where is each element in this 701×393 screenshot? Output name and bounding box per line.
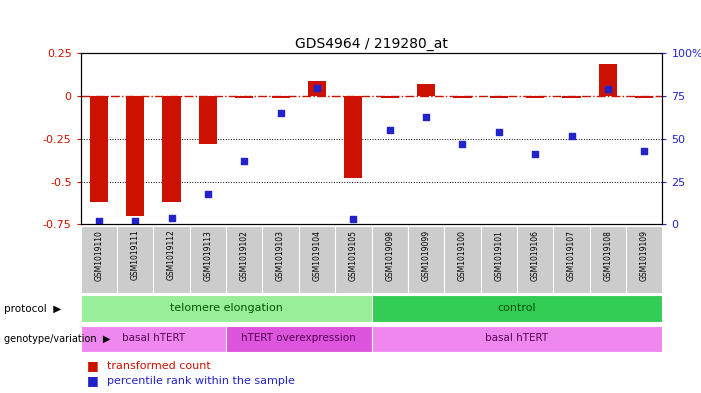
Bar (299, 226, 335, 293)
Bar (417, 84, 435, 96)
Text: protocol  ▶: protocol ▶ (4, 304, 61, 314)
Title: GDS4964 / 219280_at: GDS4964 / 219280_at (295, 37, 448, 51)
Bar (372, 326, 662, 352)
Text: control: control (498, 303, 536, 313)
Text: telomere elongation: telomere elongation (170, 303, 283, 313)
Bar (335, 226, 372, 293)
Text: hTERT overexpression: hTERT overexpression (241, 333, 356, 343)
Text: GSM1019099: GSM1019099 (421, 230, 430, 281)
Bar (590, 226, 626, 293)
Text: GSM1019110: GSM1019110 (95, 230, 103, 281)
Text: ■: ■ (86, 374, 98, 387)
Point (93, 218, 104, 224)
Bar (454, 96, 472, 98)
Text: GSM1019098: GSM1019098 (386, 230, 394, 281)
Bar (308, 81, 326, 96)
Text: GSM1019112: GSM1019112 (167, 230, 176, 281)
Bar (408, 226, 444, 293)
Text: GSM1019108: GSM1019108 (604, 230, 613, 281)
Bar (271, 96, 290, 98)
Bar (154, 226, 190, 293)
Text: basal hTERT: basal hTERT (122, 333, 185, 343)
Bar (81, 326, 226, 352)
Bar (562, 96, 580, 98)
Text: transformed count: transformed count (107, 361, 210, 371)
Text: GSM1019106: GSM1019106 (531, 230, 540, 281)
Bar (117, 226, 154, 293)
Bar (235, 96, 253, 98)
Point (166, 215, 177, 221)
Text: GSM1019105: GSM1019105 (349, 230, 358, 281)
Point (384, 127, 395, 134)
Bar (526, 96, 544, 98)
Bar (81, 296, 372, 322)
Bar (635, 96, 653, 98)
Bar (344, 96, 362, 178)
Bar (199, 96, 217, 144)
Text: GSM1019113: GSM1019113 (203, 230, 212, 281)
Point (311, 84, 322, 91)
Bar (163, 96, 181, 202)
Bar (599, 64, 617, 96)
Bar (626, 226, 662, 293)
Text: percentile rank within the sample: percentile rank within the sample (107, 376, 294, 386)
Point (130, 218, 141, 224)
Bar (262, 226, 299, 293)
Point (348, 216, 359, 222)
Point (602, 86, 613, 92)
Point (639, 148, 650, 154)
Text: GSM1019109: GSM1019109 (640, 230, 648, 281)
Text: GSM1019111: GSM1019111 (130, 230, 139, 281)
Point (203, 191, 214, 197)
Point (238, 158, 250, 164)
Point (457, 141, 468, 147)
Point (275, 110, 286, 116)
Bar (517, 226, 553, 293)
Text: GSM1019103: GSM1019103 (276, 230, 285, 281)
Bar (444, 226, 481, 293)
Bar (126, 96, 144, 216)
Bar (381, 96, 399, 98)
Bar (490, 96, 508, 98)
Text: GSM1019104: GSM1019104 (313, 230, 322, 281)
Text: ■: ■ (86, 359, 98, 372)
Text: GSM1019100: GSM1019100 (458, 230, 467, 281)
Bar (481, 226, 517, 293)
Text: GSM1019107: GSM1019107 (567, 230, 576, 281)
Text: GSM1019101: GSM1019101 (494, 230, 503, 281)
Bar (372, 226, 408, 293)
Bar (226, 326, 372, 352)
Point (529, 151, 540, 158)
Bar (190, 226, 226, 293)
Bar (90, 96, 108, 202)
Point (494, 129, 505, 135)
Bar (372, 296, 662, 322)
Text: GSM1019102: GSM1019102 (240, 230, 249, 281)
Point (566, 132, 577, 139)
Bar (226, 226, 262, 293)
Point (421, 114, 432, 120)
Text: genotype/variation  ▶: genotype/variation ▶ (4, 334, 110, 344)
Text: basal hTERT: basal hTERT (485, 333, 549, 343)
Bar (553, 226, 590, 293)
Bar (81, 226, 117, 293)
